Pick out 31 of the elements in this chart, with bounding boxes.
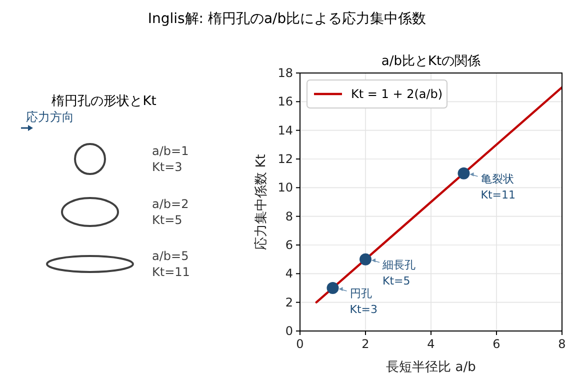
y-tick-label: 12 [278, 152, 293, 166]
point [458, 167, 470, 180]
y-tick-label: 6 [285, 238, 293, 252]
annotation: 細長孔 Kt=5 [382, 258, 416, 288]
y-tick-label: 4 [285, 266, 293, 281]
annotation: 円孔 Kt=3 [350, 287, 378, 316]
text: a/b=5 Kt=11 [152, 249, 190, 279]
text: Inglis解: 楕円孔のa/b比による応力集中係数 [148, 11, 426, 27]
y-tick-label: 18 [278, 66, 293, 80]
y-tick-label: 2 [285, 295, 293, 310]
text: a/b=2 Kt=5 [152, 197, 189, 227]
y-axis-title: 応力集中係数 Kt [253, 154, 269, 250]
point [326, 282, 339, 294]
y-tick-label: 8 [285, 209, 293, 224]
text: 応力方向 [26, 110, 74, 124]
x-tick-label: 8 [558, 337, 566, 351]
y-tick-label: 14 [278, 123, 293, 138]
y-tick-label: 16 [278, 94, 293, 109]
annotation: 亀裂状 Kt=11 [480, 172, 516, 202]
x-tick-label: 0 [296, 337, 304, 351]
legend-label: Kt = 1 + 2(a/b) [351, 87, 443, 101]
chart-title: a/b比とKtの関係 [381, 54, 481, 69]
text: a/b=1 Kt=3 [152, 144, 189, 174]
x-tick-label: 4 [427, 337, 435, 351]
x-axis-title: 長短半径比 a/b [386, 360, 476, 375]
text: 楕円孔の形状とKt [52, 94, 156, 109]
y-tick-label: 0 [285, 324, 293, 338]
x-tick-label: 6 [492, 337, 500, 351]
y-tick-label: 10 [278, 180, 293, 195]
x-tick-label: 2 [362, 337, 370, 351]
point [360, 253, 372, 266]
